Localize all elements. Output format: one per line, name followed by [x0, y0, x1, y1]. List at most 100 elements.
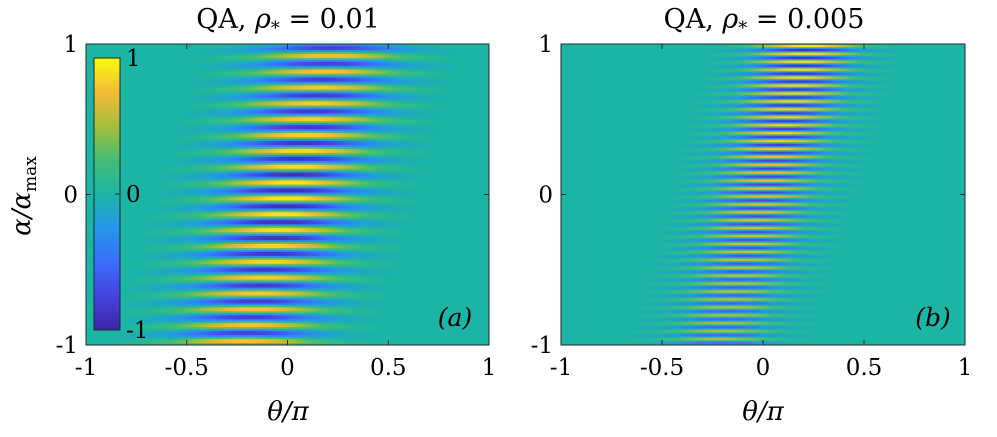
heatmap-cell [271, 83, 277, 87]
heatmap-cell [368, 202, 373, 205]
heatmap-cell [251, 119, 256, 122]
heatmap-cell [214, 143, 220, 146]
heatmap-cell [315, 115, 321, 118]
heatmap-cell [360, 57, 365, 61]
heatmap-cell [408, 75, 414, 79]
heatmap-cell [335, 129, 341, 132]
heatmap-cell [392, 101, 397, 105]
heatmap-cell [307, 61, 313, 65]
heatmap-cell [331, 53, 337, 57]
heatmap-cell [198, 137, 204, 140]
heatmap-cell [251, 97, 256, 101]
heatmap-cell [412, 103, 418, 106]
heatmap-cell [291, 45, 297, 49]
heatmap-cell [323, 47, 329, 51]
heatmap-cell [239, 206, 244, 209]
heatmap-cell [356, 192, 361, 196]
heatmap-cell [420, 71, 426, 75]
heatmap-cell [408, 160, 414, 164]
heatmap-cell [364, 73, 369, 77]
heatmap-cell [315, 206, 321, 209]
heatmap-cell [331, 184, 337, 188]
heatmap-cell [360, 59, 365, 63]
heatmap-cell [299, 194, 305, 198]
heatmap-cell [178, 127, 184, 130]
heatmap-cell [319, 133, 325, 136]
heatmap-cell [235, 101, 240, 105]
heatmap-cell [396, 170, 401, 174]
heatmap-cell [267, 184, 272, 188]
heatmap-cell [396, 152, 401, 156]
heatmap-cell [247, 137, 252, 140]
heatmap-cell [303, 123, 309, 126]
heatmap-cell [404, 129, 409, 132]
heatmap-cell [259, 109, 264, 112]
heatmap-cell [291, 113, 297, 116]
heatmap-cell [299, 49, 305, 53]
heatmap-cell [259, 152, 264, 156]
heatmap-cell [259, 202, 264, 205]
heatmap-cell [178, 178, 184, 182]
heatmap-cell [299, 47, 305, 51]
heatmap-cell [263, 103, 268, 106]
heatmap-cell [190, 170, 196, 174]
heatmap-cell [347, 59, 353, 63]
heatmap-cell [356, 103, 361, 106]
heatmap-cell [356, 166, 361, 170]
heatmap-cell [170, 178, 176, 182]
heatmap-cell [247, 162, 252, 166]
heatmap-cell [319, 65, 325, 69]
heatmap-cell [190, 186, 196, 190]
heatmap-cell [194, 206, 200, 209]
heatmap-cell [210, 119, 216, 122]
heatmap-cell [198, 164, 204, 168]
heatmap-cell [255, 123, 260, 126]
heatmap-cell [323, 115, 329, 118]
heatmap-cell [287, 125, 293, 128]
heatmap-cell [432, 95, 438, 99]
heatmap-cell [275, 188, 281, 192]
heatmap-cell [271, 99, 277, 103]
heatmap-cell [360, 44, 365, 47]
heatmap-cell [186, 200, 192, 204]
heatmap-cell [170, 190, 176, 194]
heatmap-cell [396, 198, 401, 202]
heatmap-cell [287, 93, 293, 97]
heatmap-cell [436, 67, 442, 71]
heatmap-cell [327, 87, 333, 91]
heatmap-cell [218, 160, 224, 164]
heatmap-cell [323, 174, 329, 178]
heatmap-cell [202, 164, 208, 168]
heatmap-cell [279, 49, 285, 53]
heatmap-cell [319, 168, 325, 172]
heatmap-cell [223, 127, 228, 130]
heatmap-cell [307, 150, 313, 154]
heatmap-cell [356, 168, 361, 172]
heatmap-cell [210, 137, 216, 140]
heatmap-cell [323, 95, 329, 99]
heatmap-cell [347, 186, 353, 190]
heatmap-cell [271, 143, 277, 146]
heatmap-cell [327, 196, 333, 200]
heatmap-cell [424, 55, 430, 59]
heatmap-cell [388, 123, 393, 126]
heatmap-cell [299, 168, 305, 172]
heatmap-cell [158, 200, 164, 204]
heatmap-cell [275, 172, 281, 176]
heatmap-cell [251, 176, 256, 180]
heatmap-cell [210, 156, 216, 160]
heatmap-cell [255, 206, 260, 209]
heatmap-cell [327, 178, 333, 182]
heatmap-cell [364, 117, 369, 120]
heatmap-cell [206, 141, 212, 144]
heatmap-cell [384, 198, 389, 202]
heatmap-cell [360, 103, 365, 106]
heatmap-cell [279, 83, 285, 87]
heatmap-cell [283, 61, 289, 65]
heatmap-cell [428, 99, 434, 103]
heatmap-cell [360, 123, 365, 126]
heatmap-cell [372, 148, 377, 152]
heatmap-cell [227, 133, 232, 136]
heatmap-cell [231, 95, 236, 99]
heatmap-cell [384, 206, 389, 209]
